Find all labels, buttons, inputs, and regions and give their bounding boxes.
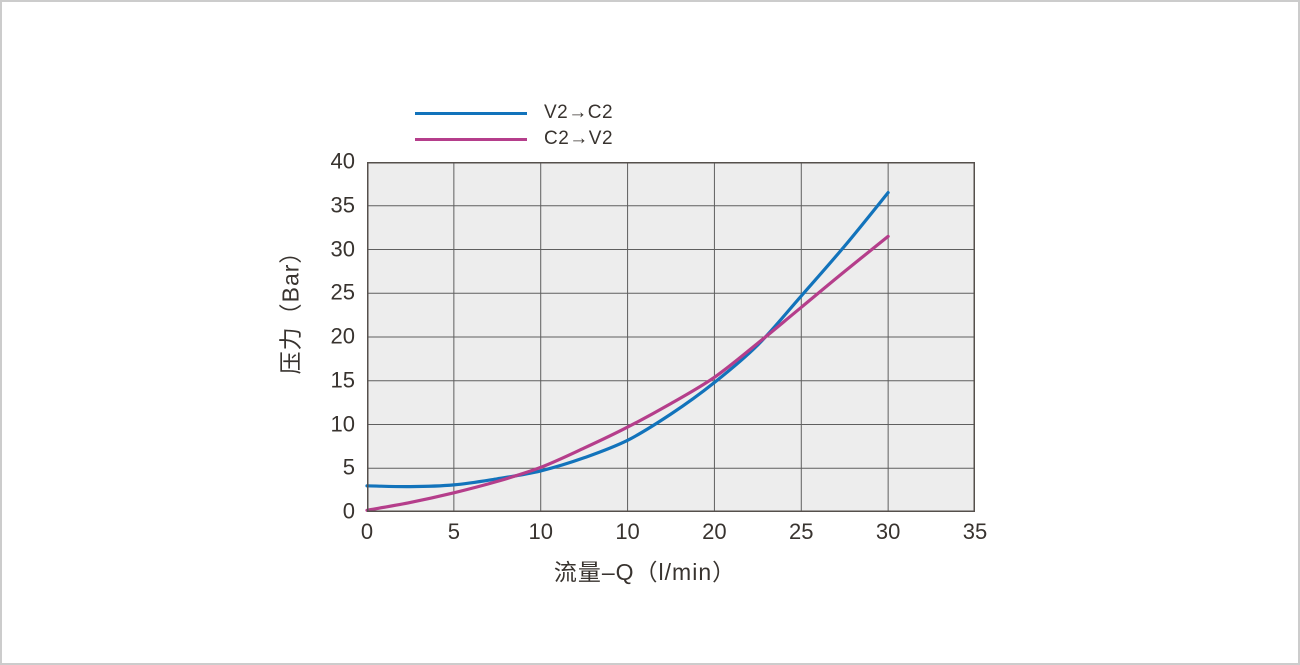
y-tick-label: 5 (342, 454, 355, 480)
y-tick-label: 20 (330, 323, 355, 349)
legend-label-c2-v2: C2→V2 (544, 128, 614, 149)
y-tick-label: 0 (342, 498, 355, 524)
x-axis-title: 流量–Q（l/min） (553, 559, 737, 585)
x-tick-label: 5 (447, 519, 460, 544)
y-axis-title: 压力（Bar） (264, 162, 312, 452)
y-tick-label: 25 (330, 279, 355, 305)
y-axis-title-text: 压力（Bar） (277, 239, 304, 375)
x-tick-label: 10 (528, 519, 553, 544)
legend-line-v2-c2-icon (415, 111, 527, 115)
series-curve-1 (365, 234, 890, 512)
x-tick-label: 10 (615, 519, 640, 544)
plot-border (367, 162, 975, 512)
legend-item-c2-v2: C2→V2 (415, 126, 613, 152)
x-tick-label: 25 (789, 519, 814, 544)
x-tick-label: 30 (875, 519, 901, 544)
y-tick-label: 15 (330, 367, 355, 393)
x-tick-label: 20 (702, 519, 727, 544)
y-tick-label: 10 (330, 410, 355, 436)
plot-area: 0 5 10 15 20 25 30 35 40 0 5 10 10 20 25 30 35 (331, 148, 988, 544)
legend: V2→C2 C2→V2 (415, 100, 613, 152)
legend-label-v2-c2: V2→C2 (544, 102, 614, 123)
y-tick-label: 40 (330, 148, 355, 174)
x-tick-label: 35 (962, 519, 988, 544)
series-curve-0 (365, 191, 890, 489)
legend-item-v2-c2: V2→C2 (415, 100, 613, 126)
legend-line-c2-v2-icon (415, 137, 527, 141)
plot-svg (365, 162, 975, 512)
x-tick-label: 0 (360, 519, 374, 544)
y-tick-label: 30 (330, 235, 355, 261)
y-tick-label: 35 (330, 192, 355, 218)
